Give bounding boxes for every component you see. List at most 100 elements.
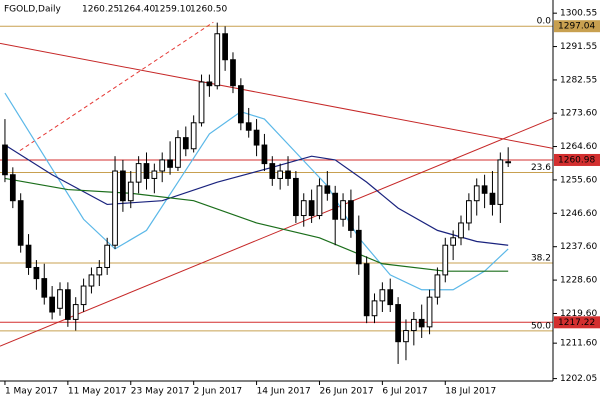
moving-average	[4, 92, 509, 291]
candle-body	[245, 122, 252, 131]
candle-body	[269, 163, 276, 179]
candle-body	[300, 200, 307, 217]
candle-body	[159, 159, 166, 172]
x-tick-label: 26 Jun 2017	[319, 387, 373, 397]
candle-body	[120, 170, 126, 202]
candle-body	[206, 81, 213, 87]
candle-body	[395, 304, 401, 343]
candle-body	[214, 33, 221, 87]
candle-body	[434, 274, 441, 298]
candle-body	[481, 185, 488, 194]
y-tick-label: 1246.60	[560, 209, 597, 219]
candle-body	[497, 159, 504, 205]
moving-average	[4, 144, 509, 246]
candle-body	[88, 274, 95, 287]
header-open: 1260.25	[82, 5, 119, 15]
candle-body	[293, 177, 299, 217]
x-tick-label: 1 May 2017	[5, 387, 58, 397]
candle-body	[426, 296, 433, 328]
candle-body	[403, 330, 409, 343]
header-close: 1260.50	[190, 5, 227, 15]
candle-body	[473, 185, 480, 202]
price-tag	[554, 153, 600, 166]
candle-body	[277, 170, 284, 179]
candle-body	[450, 237, 456, 246]
price-tag-label: 1260.98	[558, 155, 595, 165]
y-tick-label: 1255.60	[560, 175, 597, 185]
candle-body	[230, 59, 236, 87]
y-tick-label: 1202.05	[560, 374, 597, 384]
y-tick-label: 1237.60	[560, 242, 597, 252]
candle-body	[96, 266, 103, 276]
moving-average	[4, 177, 509, 272]
candle-body	[355, 229, 362, 265]
candle-body	[505, 161, 512, 164]
candle-body	[127, 181, 134, 202]
y-tick-label: 1282.55	[560, 75, 597, 85]
candle-body	[222, 33, 228, 61]
y-tick-label: 1219.60	[560, 309, 597, 319]
candle-body	[237, 85, 244, 124]
fib-label: 0.0	[537, 17, 552, 27]
fib-label: 38.2	[531, 254, 551, 264]
candle-body	[41, 278, 48, 298]
candle-body	[410, 318, 417, 332]
candle-body	[387, 289, 394, 306]
trendline	[0, 117, 554, 347]
candle-body	[17, 200, 24, 246]
candle-body	[308, 200, 315, 217]
candle-body	[190, 122, 197, 150]
candle-body	[182, 137, 189, 150]
fib-label: 23.6	[531, 163, 551, 173]
candle-body	[458, 222, 464, 239]
candle-body	[57, 289, 63, 309]
candle-body	[348, 200, 354, 231]
candle-body	[442, 244, 449, 276]
y-tick-label: 1300.55	[560, 9, 597, 19]
candle-body	[340, 200, 346, 220]
candle-body	[198, 81, 205, 124]
candle-body	[2, 144, 8, 176]
candle-body	[261, 144, 268, 165]
candle-body	[80, 285, 87, 306]
candle-body	[72, 304, 79, 320]
plot-area	[0, 21, 554, 364]
price-tag-label: 1217.22	[558, 318, 595, 328]
price-tag	[554, 20, 600, 33]
candle-body	[363, 263, 370, 317]
x-tick-label: 23 May 2017	[131, 387, 190, 397]
x-tick-label: 18 Jul 2017	[445, 387, 496, 397]
header-high: 1264.40	[118, 5, 155, 15]
candle-body	[112, 170, 118, 246]
candle-body	[25, 244, 32, 268]
candle-body	[9, 174, 16, 202]
candle-body	[489, 192, 496, 205]
candle-body	[135, 163, 142, 183]
candle-body	[418, 318, 425, 328]
candle-body	[151, 170, 158, 179]
candle-body	[285, 170, 291, 179]
candle-body	[332, 192, 339, 220]
candle-body	[379, 289, 386, 302]
chart-title: FGOLD,Daily	[4, 5, 61, 15]
trendline	[0, 42, 554, 149]
trendline	[19, 21, 214, 152]
fib-label: 50.0	[531, 321, 551, 331]
candle-body	[64, 289, 71, 320]
candle-body	[143, 163, 150, 179]
candle-body	[49, 296, 55, 313]
x-tick-label: 2 Jun 2017	[194, 387, 242, 397]
candle-body	[175, 137, 181, 168]
x-tick-label: 14 Jun 2017	[257, 387, 311, 397]
candle-body	[33, 266, 40, 280]
candle-body	[104, 244, 111, 268]
candle-body	[253, 129, 260, 146]
y-tick-label: 1211.60	[560, 339, 597, 349]
y-tick-label: 1228.60	[560, 276, 597, 286]
x-tick-label: 6 Jul 2017	[382, 387, 427, 397]
candle-body	[324, 185, 331, 194]
candle-body	[167, 159, 173, 168]
y-tick-label: 1264.60	[560, 142, 597, 152]
candle-body	[371, 300, 378, 317]
